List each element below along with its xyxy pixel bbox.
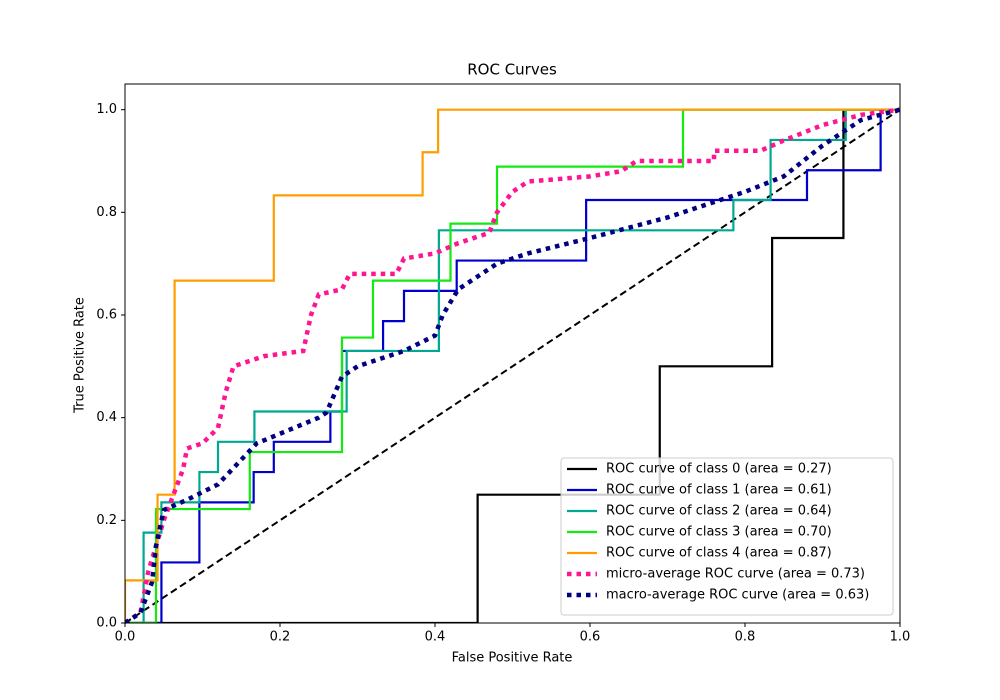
x-tick-label: 1.0 <box>890 630 911 645</box>
y-tick-label: 0.6 <box>96 308 117 323</box>
y-tick-label: 1.0 <box>96 102 117 117</box>
y-tick-label: 0.0 <box>96 616 117 631</box>
roc-curve <box>125 108 900 623</box>
legend-box <box>560 457 894 616</box>
y-tick-label: 0.8 <box>96 205 117 220</box>
x-tick-label: 0.2 <box>270 630 291 645</box>
x-tick-label: 0.0 <box>115 630 136 645</box>
plot-frame <box>124 83 901 624</box>
legend-label: micro-average ROC curve (area = 0.73) <box>606 567 865 582</box>
legend-label: macro-average ROC curve (area = 0.63) <box>606 588 869 603</box>
y-axis-label: True Positive Rate <box>73 297 88 414</box>
x-tick-label: 0.4 <box>425 630 446 645</box>
y-tick-label: 0.4 <box>96 410 117 425</box>
legend-label: ROC curve of class 4 (area = 0.87) <box>606 546 832 561</box>
roc-curve <box>125 107 900 623</box>
legend-label: ROC curve of class 0 (area = 0.27) <box>606 462 832 477</box>
y-tick-label: 0.2 <box>96 513 117 528</box>
legend-label: ROC curve of class 2 (area = 0.64) <box>606 504 832 519</box>
x-axis-label: False Positive Rate <box>452 651 573 666</box>
roc-curve <box>125 108 900 623</box>
x-tick-label: 0.8 <box>735 630 756 645</box>
chart-title: ROC Curves <box>467 61 557 79</box>
legend-label: ROC curve of class 3 (area = 0.70) <box>606 525 832 540</box>
roc-curve <box>125 107 900 623</box>
roc-curve <box>125 108 900 623</box>
legend-label: ROC curve of class 1 (area = 0.61) <box>606 483 832 498</box>
x-tick-label: 0.6 <box>580 630 601 645</box>
